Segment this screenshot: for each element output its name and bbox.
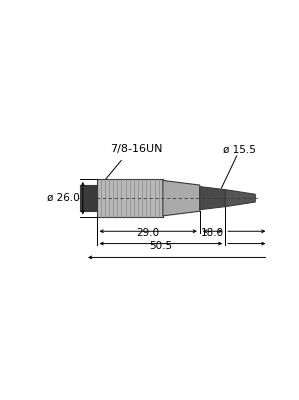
Text: 18.0: 18.0 xyxy=(201,228,224,238)
Polygon shape xyxy=(163,180,200,216)
Text: 29.0: 29.0 xyxy=(137,228,160,238)
Text: ø 26.0: ø 26.0 xyxy=(47,193,80,203)
Text: ø 15.5: ø 15.5 xyxy=(223,144,256,154)
Text: 7/8-16UN: 7/8-16UN xyxy=(111,144,163,154)
Text: 50.5: 50.5 xyxy=(150,240,173,250)
Polygon shape xyxy=(225,190,255,207)
Bar xyxy=(97,179,163,218)
Bar xyxy=(80,185,97,211)
Polygon shape xyxy=(200,186,225,210)
